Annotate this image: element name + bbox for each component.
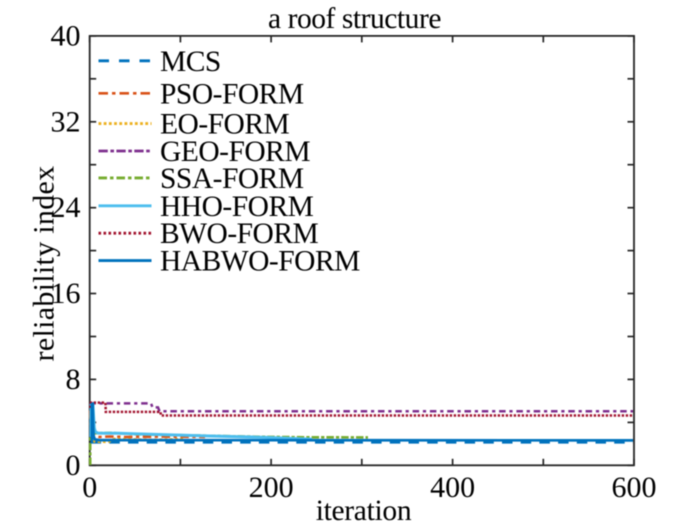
svg-text:8: 8 [66,363,81,396]
svg-text:0: 0 [66,449,81,482]
svg-text:200: 200 [249,471,294,504]
svg-text:0: 0 [82,471,97,504]
svg-text:SSA-FORM: SSA-FORM [160,163,304,195]
svg-text:iteration: iteration [316,495,412,524]
svg-text:a roof structure: a roof structure [268,3,441,35]
svg-text:HABWO-FORM: HABWO-FORM [160,246,360,278]
svg-text:HHO-FORM: HHO-FORM [160,191,314,223]
svg-text:EO-FORM: EO-FORM [160,109,290,141]
svg-text:32: 32 [51,105,81,138]
svg-text:600: 600 [612,471,657,504]
svg-text:PSO-FORM: PSO-FORM [160,78,304,110]
svg-text:GEO-FORM: GEO-FORM [160,136,310,168]
svg-text:16: 16 [51,277,81,310]
svg-text:reliability index: reliability index [28,166,61,362]
svg-text:400: 400 [430,471,475,504]
svg-text:40: 40 [51,19,81,52]
svg-text:24: 24 [51,191,81,224]
svg-text:MCS: MCS [160,46,221,78]
svg-text:BWO-FORM: BWO-FORM [160,218,319,250]
